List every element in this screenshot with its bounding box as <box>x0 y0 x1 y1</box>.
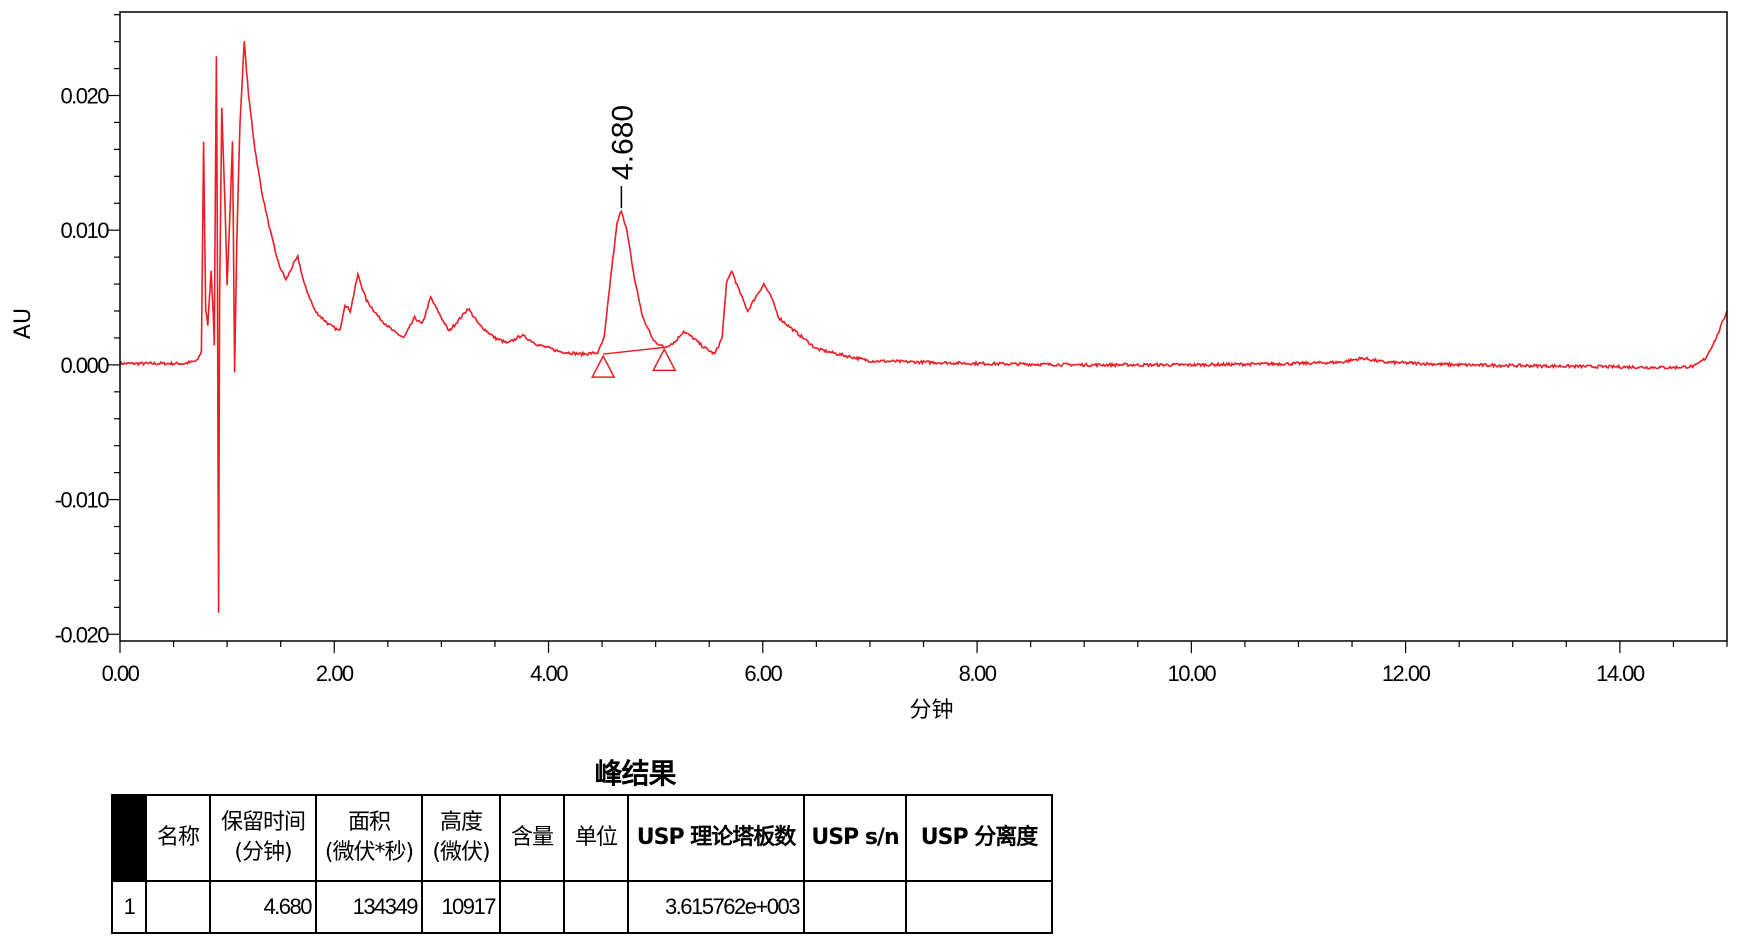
x-tick-label: 12.00 <box>1382 661 1431 686</box>
header-units-line: 单位 <box>574 825 618 850</box>
chromatogram-trace <box>119 41 1728 613</box>
header-retention-time-line: (分钟) <box>234 840 292 865</box>
y-tick-label: -0.010 <box>55 488 110 513</box>
y-axis-title: AU <box>11 308 36 339</box>
peak-results-table: 名称 保留时间 (分钟) 面积 (微伏*秒) 高度 (微伏) 含量 单位 USP 理论塔板数 USP… <box>111 794 1053 934</box>
retention-time-cell: 4.680 <box>209 880 317 934</box>
area-cell: 134349 <box>315 880 423 934</box>
x-tick-label: 6.00 <box>744 661 782 686</box>
header-usp-resolution: USP 分离度 <box>905 794 1053 882</box>
x-tick-label: 2.00 <box>316 661 354 686</box>
y-tick-label: 0.020 <box>60 84 109 109</box>
usp-sn-cell <box>803 880 907 934</box>
integration-baseline <box>603 346 665 355</box>
units-cell <box>563 880 629 934</box>
header-amount: 含量 <box>499 794 565 882</box>
peak-end-marker <box>651 347 677 372</box>
usp-plates-cell: 3.615762e+003 <box>627 880 805 934</box>
header-retention-time-line: 保留时间 <box>220 810 306 835</box>
peak-label: 4.680 <box>606 105 639 180</box>
header-height: 高度 (微伏) <box>421 794 501 882</box>
header-units: 单位 <box>563 794 629 882</box>
header-usp-sn-line: USP s/n <box>811 825 899 850</box>
header-height-line: 高度 <box>439 810 483 835</box>
peak-start-marker <box>590 354 616 378</box>
header-name: 名称 <box>145 794 211 882</box>
table-title: 峰结果 <box>594 757 676 790</box>
header-usp-plates-line: USP 理论塔板数 <box>636 825 796 850</box>
table-header-row: 名称 保留时间 (分钟) 面积 (微伏*秒) 高度 (微伏) 含量 单位 USP 理论塔板数 USP… <box>111 794 1053 882</box>
plot-frame <box>119 11 1728 642</box>
y-tick-label: -0.020 <box>55 622 110 647</box>
x-axis-title: 分钟 <box>909 698 953 720</box>
row-selector-header <box>111 794 147 882</box>
header-height-line: (微伏) <box>432 840 490 865</box>
amount-cell <box>499 880 565 934</box>
x-tick-label: 4.00 <box>530 661 568 686</box>
header-usp-plates: USP 理论塔板数 <box>627 794 805 882</box>
header-usp-sn: USP s/n <box>803 794 907 882</box>
x-tick-label: 8.00 <box>959 661 997 686</box>
height-cell: 10917 <box>421 880 501 934</box>
name-cell <box>145 880 211 934</box>
header-area-line: 面积 <box>347 810 391 835</box>
x-tick-label: 14.00 <box>1596 661 1645 686</box>
y-tick-label: 0.010 <box>60 218 109 243</box>
chromatogram-chart: 4.680 0.00 2.00 4.00 6.00 8.00 10.00 12.00 14.0… <box>11 11 1728 720</box>
header-name-line: 名称 <box>156 825 200 850</box>
header-amount-line: 含量 <box>510 825 554 850</box>
table-row[interactable]: 1 4.680 134349 10917 3.615762e+003 <box>111 880 1053 934</box>
x-tick-label: 0.00 <box>102 661 140 686</box>
row-index-cell: 1 <box>111 880 147 934</box>
x-tick-label: 10.00 <box>1168 661 1217 686</box>
y-tick-label: 0.000 <box>60 353 109 378</box>
usp-resolution-cell <box>905 880 1053 934</box>
header-usp-resolution-line: USP 分离度 <box>920 825 1038 850</box>
header-area-line: (微伏*秒) <box>324 840 414 865</box>
header-area: 面积 (微伏*秒) <box>315 794 423 882</box>
header-retention-time: 保留时间 (分钟) <box>209 794 317 882</box>
